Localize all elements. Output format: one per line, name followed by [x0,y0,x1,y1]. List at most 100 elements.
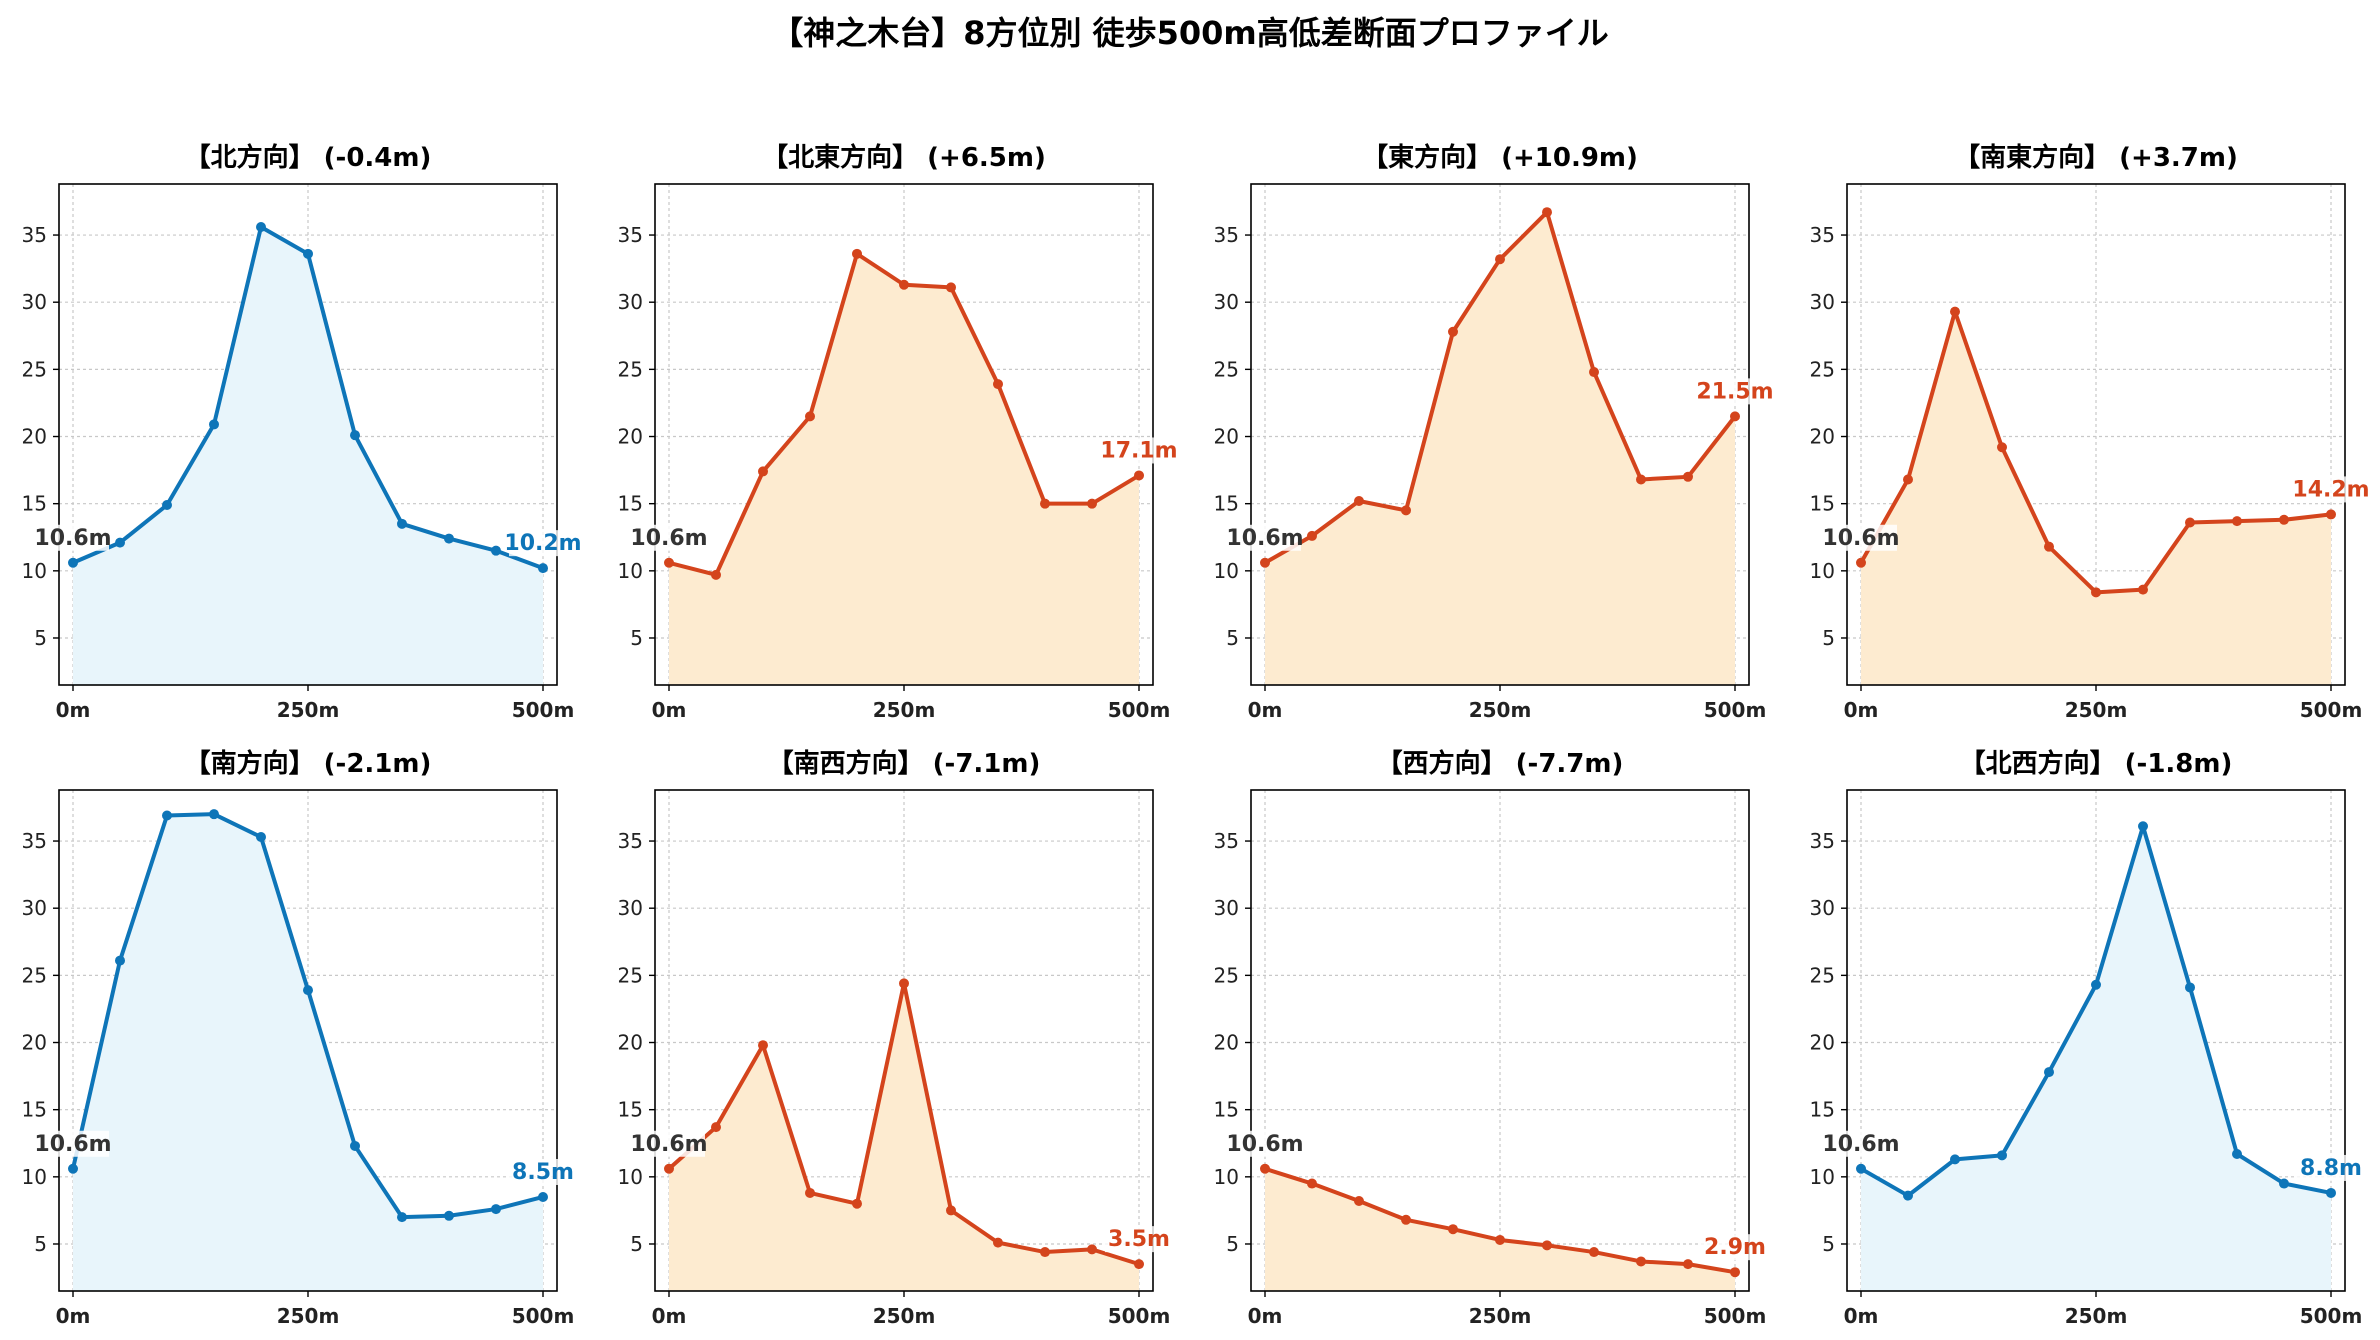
x-tick-label: 500m [2300,1304,2363,1328]
data-point [444,1210,454,1221]
end-label-bg [509,1158,579,1185]
data-point [758,1040,768,1051]
y-tick-label: 20 [1214,1031,1239,1055]
data-point [1495,1234,1505,1245]
data-point [1542,1240,1552,1251]
data-point [2044,541,2054,552]
x-tick-label: 500m [1704,1304,1767,1328]
data-point [1950,1154,1960,1165]
y-tick-label: 30 [1810,290,1835,314]
start-label-bg [1825,1130,1897,1157]
y-tick-label: 30 [22,290,47,314]
profile-area [73,814,543,1291]
data-point [1260,1163,1270,1174]
data-point [2138,584,2148,595]
y-tick-label: 5 [34,626,47,650]
data-point [491,1204,501,1215]
y-tick-label: 35 [1214,829,1239,853]
profile-area [1265,1168,1735,1291]
y-tick-label: 35 [1810,829,1835,853]
data-point [664,1163,674,1174]
y-tick-label: 25 [1810,963,1835,987]
data-point [350,1140,360,1151]
data-point [209,419,219,430]
x-tick-label: 250m [873,698,936,722]
y-tick-label: 35 [1810,223,1835,247]
y-tick-label: 10 [22,559,47,583]
y-tick-label: 25 [618,357,643,381]
data-point [1354,495,1364,506]
data-point [491,545,501,556]
y-tick-label: 35 [22,223,47,247]
y-tick-label: 30 [1214,896,1239,920]
profile-area [669,983,1139,1291]
y-tick-label: 5 [1226,1232,1239,1256]
start-label-bg [1229,524,1301,551]
data-point [1495,254,1505,265]
x-tick-label: 250m [277,698,340,722]
end-label-bg [509,530,579,557]
data-point [1730,1267,1740,1278]
profile-panel-7: 【西方向】 (-7.7m) 5 10 15 20 25 30 35 0m 250m 500m 10.6… [1214,748,1771,1328]
end-elevation-label: 14.2m [2292,477,2369,502]
profile-area [1861,311,2331,685]
start-elevation-label: 10.6m [630,1132,707,1157]
start-elevation-label: 10.6m [1822,526,1899,551]
start-elevation-label: 10.6m [1822,1132,1899,1157]
panel-title: 【西方向】 (-7.7m) [1377,748,1624,779]
profile-panel-8: 【北西方向】 (-1.8m) 5 10 15 20 25 30 35 0m 250m 500m 10.… [1810,748,2367,1328]
data-point [350,430,360,441]
y-tick-label: 20 [22,425,47,449]
y-tick-label: 10 [618,1165,643,1189]
data-point [162,500,172,511]
y-tick-label: 35 [618,829,643,853]
data-point [256,221,266,232]
y-tick-label: 10 [1810,1165,1835,1189]
y-tick-label: 5 [630,1232,643,1256]
data-point [711,569,721,580]
start-elevation-label: 10.6m [1226,1132,1303,1157]
data-point [1903,1190,1913,1201]
x-tick-label: 250m [1469,1304,1532,1328]
start-label-bg [1229,1130,1301,1157]
data-point [2326,509,2336,520]
data-point [852,1198,862,1209]
data-point [115,955,125,966]
x-tick-label: 0m [652,698,687,722]
data-point [1683,471,1693,482]
data-point [2232,1148,2242,1159]
data-point [1636,1256,1646,1267]
start-label-bg [37,524,109,551]
profile-area [1265,212,1735,686]
end-label-bg [1105,1226,1175,1253]
x-tick-label: 250m [1469,698,1532,722]
x-tick-label: 0m [56,698,91,722]
x-tick-label: 500m [512,1304,575,1328]
data-point [2232,516,2242,527]
data-point [1134,470,1144,481]
y-tick-label: 15 [22,1098,47,1122]
panel-title: 【南東方向】 (+3.7m) [1954,142,2238,173]
y-tick-label: 25 [618,963,643,987]
data-point [993,379,1003,390]
profile-area [73,226,543,685]
end-elevation-label: 21.5m [1696,379,1773,404]
data-point [115,537,125,548]
x-tick-label: 0m [1844,698,1879,722]
data-point [397,518,407,529]
y-tick-label: 25 [1214,357,1239,381]
x-tick-label: 500m [2300,698,2363,722]
data-point [444,533,454,544]
data-point [946,1205,956,1216]
x-tick-label: 0m [1248,698,1283,722]
y-tick-label: 30 [618,290,643,314]
y-tick-label: 15 [618,1098,643,1122]
end-elevation-label: 10.2m [504,531,581,556]
data-point [303,985,313,996]
start-elevation-label: 10.6m [34,1132,111,1157]
data-point [899,978,909,989]
end-label-bg [2297,1154,2367,1181]
data-point [899,279,909,290]
y-tick-label: 20 [1810,1031,1835,1055]
